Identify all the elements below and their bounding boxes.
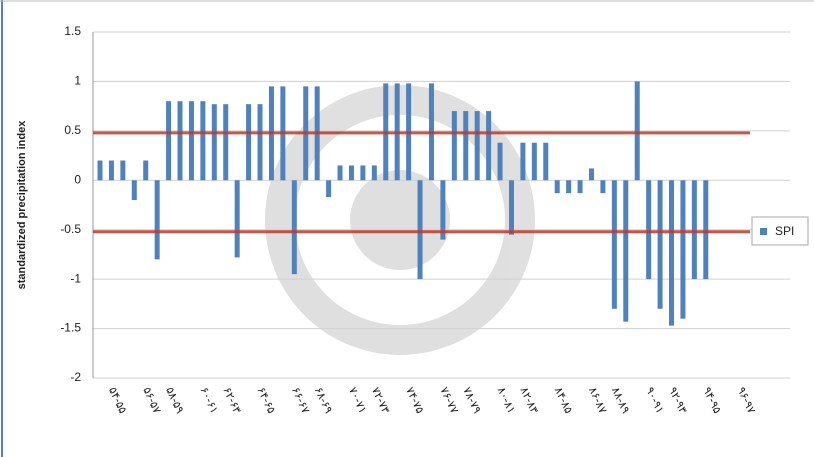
bar (246, 104, 252, 181)
bar (291, 180, 297, 275)
bar (588, 168, 594, 181)
y-tick-label: 1.5 (64, 24, 81, 38)
bar (543, 142, 549, 181)
bar (257, 104, 263, 181)
bar (520, 142, 526, 181)
bar (223, 104, 229, 181)
bar (360, 165, 366, 181)
bar (566, 180, 572, 194)
watermark (265, 85, 535, 355)
y-tick-label: -2 (70, 370, 81, 384)
y-tick-label: -0.5 (60, 222, 81, 236)
bar (554, 180, 560, 194)
y-tick-label: -1 (70, 271, 81, 285)
bar (691, 180, 697, 280)
y-tick-label: 1 (74, 74, 81, 88)
bar (508, 180, 514, 235)
bar (703, 180, 709, 280)
bar (463, 111, 469, 181)
bar (177, 101, 183, 181)
bar (166, 101, 172, 181)
bar (623, 180, 629, 322)
bar (211, 104, 217, 181)
bar (326, 180, 332, 198)
bar (577, 180, 583, 194)
bar (680, 180, 686, 319)
bar (371, 165, 377, 181)
bar (657, 180, 663, 309)
bar (451, 111, 457, 181)
legend-swatch (760, 228, 767, 235)
bar (337, 165, 343, 181)
y-tick-label: 0.5 (64, 123, 81, 137)
bar (348, 165, 354, 181)
bar (154, 180, 160, 260)
bar (200, 101, 206, 181)
y-tick-label: 0 (74, 172, 81, 186)
bar (669, 180, 674, 326)
y-tick-label: -1.5 (60, 321, 81, 335)
bar (600, 180, 606, 194)
bar (611, 180, 617, 309)
bar (646, 180, 652, 280)
y-axis-label: standardized precipitation index (16, 120, 28, 290)
bar (108, 160, 114, 181)
bar (634, 81, 640, 181)
bar (474, 111, 480, 181)
bar (497, 142, 503, 181)
bar (188, 101, 194, 181)
bar (234, 180, 240, 258)
bar (131, 180, 137, 201)
bar (486, 111, 492, 181)
bar (531, 142, 537, 181)
bar (120, 160, 126, 181)
legend-label: SPI (775, 224, 794, 238)
bar (143, 160, 149, 181)
bar (417, 180, 423, 280)
bar (440, 180, 446, 240)
bar (97, 160, 103, 181)
